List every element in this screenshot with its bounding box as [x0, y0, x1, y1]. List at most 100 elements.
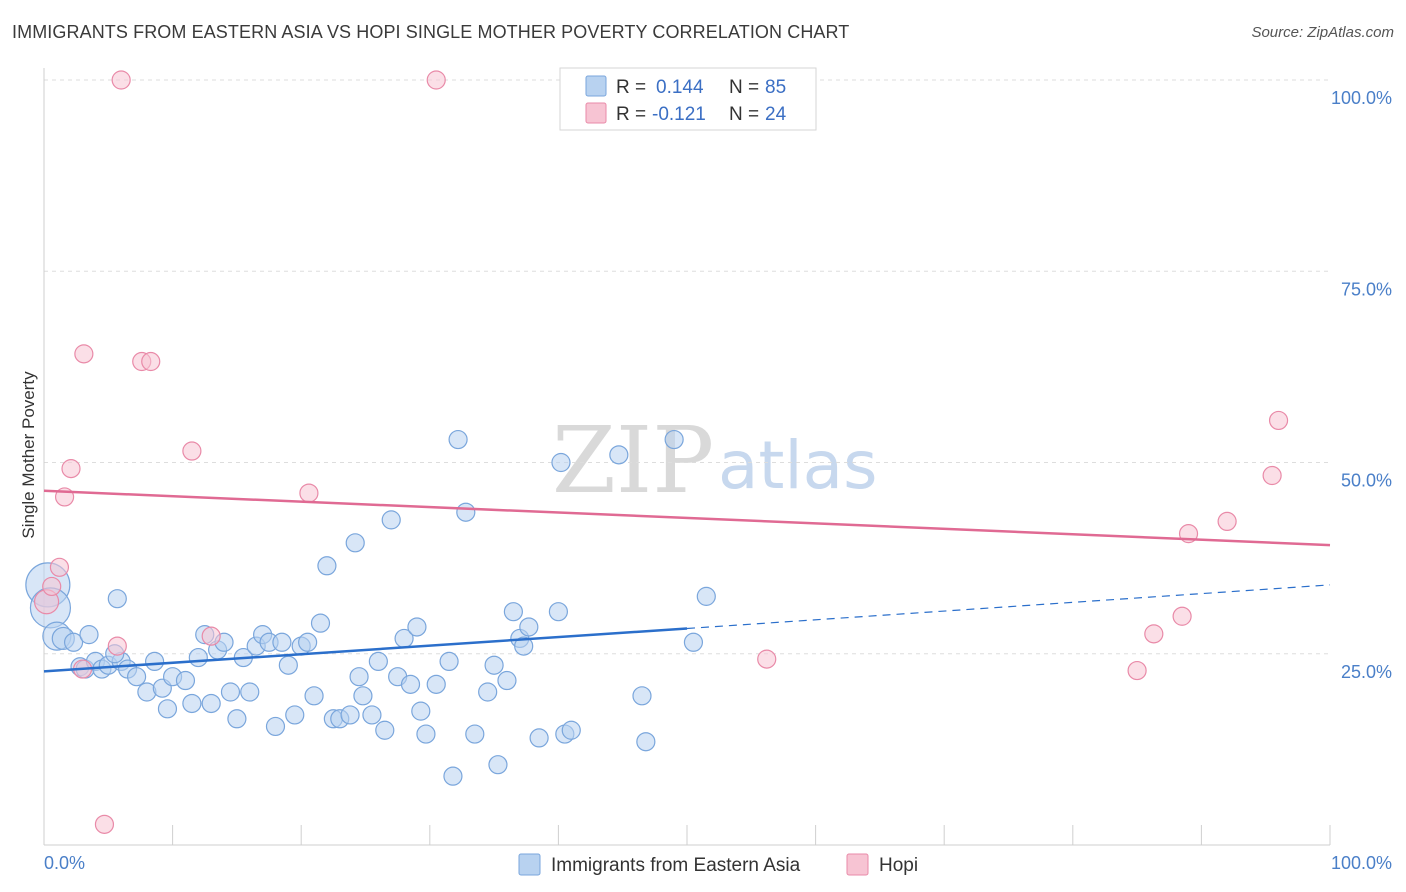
point-hopi [49, 557, 70, 577]
point-eastern-asia [426, 674, 446, 694]
legend-r-label-blue: R = [616, 77, 646, 98]
point-eastern-asia [664, 429, 684, 450]
point-eastern-asia [465, 724, 485, 744]
point-eastern-asia [298, 632, 318, 652]
point-hopi [141, 351, 161, 372]
x-tick-labels: 0.0% 100.0% [44, 853, 1392, 873]
legend-n-value-pink: 24 [765, 104, 787, 125]
trend-line-eastern-asia [43, 627, 688, 673]
point-eastern-asia [551, 452, 571, 473]
point-eastern-asia [188, 647, 208, 668]
point-eastern-asia [497, 670, 517, 691]
legend-swatch-pink [585, 102, 607, 124]
point-eastern-asia [304, 686, 324, 706]
point-eastern-asia [220, 682, 241, 702]
watermark-atlas: atlas [718, 427, 878, 504]
point-eastern-asia [240, 682, 260, 702]
point-eastern-asia [529, 728, 549, 748]
point-eastern-asia [317, 556, 337, 576]
point-eastern-asia [144, 651, 165, 672]
point-hopi [1144, 624, 1164, 644]
point-eastern-asia [381, 510, 401, 530]
point-eastern-asia [375, 720, 395, 740]
trend-lines [43, 489, 1331, 673]
point-hopi [426, 70, 446, 90]
series-legend-label-blue: Immigrants from Eastern Asia [551, 855, 801, 876]
point-hopi [1268, 410, 1289, 431]
point-eastern-asia [175, 670, 196, 691]
point-hopi [201, 626, 221, 646]
point-eastern-asia [265, 716, 286, 737]
point-eastern-asia [484, 655, 504, 675]
point-eastern-asia [368, 651, 388, 672]
point-eastern-asia [503, 602, 523, 622]
x-tick-label-min: 0.0% [44, 853, 85, 873]
point-eastern-asia [157, 699, 178, 719]
point-eastern-asia [448, 429, 468, 450]
point-eastern-asia [411, 701, 431, 721]
point-eastern-asia [488, 755, 508, 775]
point-hopi [1127, 660, 1147, 681]
watermark-zip: ZIP [552, 407, 714, 514]
y-tick-label: 50.0% [1341, 471, 1392, 491]
point-eastern-asia [400, 674, 421, 694]
point-eastern-asia [609, 445, 629, 465]
point-eastern-asia [340, 705, 360, 725]
point-eastern-asia [696, 586, 716, 606]
axes [43, 68, 1331, 846]
legend-r-value-blue: 0.144 [656, 77, 704, 98]
series-legend-swatch-pink [846, 853, 869, 876]
point-eastern-asia [683, 632, 704, 652]
stats-legend: R = 0.144 N = 85 R = -0.121 N = 24 [559, 67, 817, 131]
point-eastern-asia [182, 693, 202, 714]
point-hopi [757, 649, 777, 669]
point-eastern-asia [107, 589, 127, 609]
legend-swatch-blue [585, 75, 607, 97]
point-eastern-asia [362, 705, 382, 725]
series-legend-label-pink: Hopi [879, 855, 918, 876]
legend-n-label-blue: N = [729, 77, 759, 98]
trend-line-hopi [43, 489, 1331, 547]
point-eastern-asia [272, 632, 292, 652]
chart-title: IMMIGRANTS FROM EASTERN ASIA VS HOPI SIN… [12, 22, 850, 42]
point-hopi [299, 483, 319, 503]
source-label: Source: ZipAtlas.com [1251, 24, 1394, 41]
point-eastern-asia [443, 766, 463, 786]
y-tick-label: 100.0% [1331, 88, 1392, 108]
point-eastern-asia [439, 651, 459, 672]
y-tick-labels: 25.0% 50.0% 75.0% 100.0% [1331, 88, 1392, 682]
point-eastern-asia [548, 602, 569, 622]
point-eastern-asia [519, 617, 539, 637]
point-hopi [1172, 606, 1192, 626]
point-eastern-asia [79, 625, 99, 645]
point-eastern-asia [227, 709, 247, 729]
point-hopi [42, 576, 62, 597]
x-tick-label-max: 100.0% [1331, 853, 1392, 873]
point-eastern-asia [407, 617, 427, 637]
point-eastern-asia [561, 720, 581, 740]
point-eastern-asia [632, 686, 652, 706]
point-hopi [94, 814, 115, 834]
gridlines [44, 79, 1330, 655]
point-eastern-asia [201, 693, 221, 714]
point-eastern-asia [345, 533, 365, 553]
point-eastern-asia [349, 667, 369, 687]
point-eastern-asia [310, 613, 331, 633]
series-legend: Immigrants from Eastern Asia Hopi [518, 853, 918, 876]
series-legend-swatch-blue [518, 853, 541, 876]
point-hopi [74, 344, 94, 364]
point-eastern-asia [63, 632, 84, 652]
y-tick-label: 25.0% [1341, 662, 1392, 682]
point-eastern-asia [514, 636, 534, 656]
point-hopi [1262, 465, 1282, 486]
watermark: ZIP atlas [552, 407, 878, 514]
point-eastern-asia [353, 686, 373, 706]
y-axis-label: Single Mother Poverty [19, 371, 38, 539]
trend-line-eastern-asia-dashed [686, 584, 1331, 630]
point-eastern-asia [636, 732, 656, 752]
point-hopi [1217, 511, 1237, 532]
legend-r-label-pink: R = [616, 104, 646, 125]
legend-n-value-blue: 85 [765, 77, 786, 98]
point-eastern-asia [278, 655, 298, 675]
